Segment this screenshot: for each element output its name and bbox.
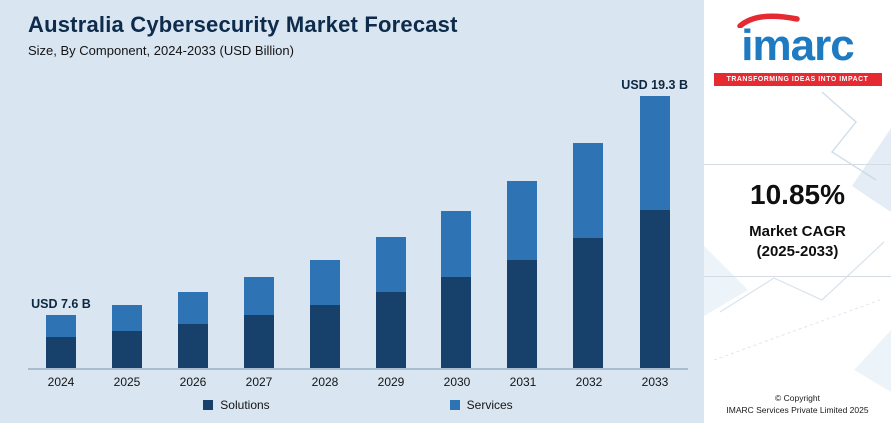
bar-segment-solutions xyxy=(243,315,274,368)
cagr-value: 10.85% xyxy=(750,179,845,210)
panel-divider-bottom xyxy=(704,276,891,277)
imarc-logo: imarc xyxy=(737,13,855,71)
brand-panel-content: imarc TRANSFORMING IDEAS INTO IMPACT 10.… xyxy=(704,12,891,423)
legend-swatch-services xyxy=(449,400,460,410)
x-axis-label: 2029 xyxy=(377,375,405,389)
stacked-bar xyxy=(441,211,472,368)
chart-legend: Solutions Services xyxy=(28,389,688,423)
x-axis-label: 2028 xyxy=(311,375,339,389)
bar-segment-services xyxy=(309,259,340,306)
bar-value-label: USD 7.6 B xyxy=(31,296,91,311)
decorative-chart-graphic xyxy=(704,91,891,392)
x-axis-label: 2030 xyxy=(443,375,471,389)
panel-divider-top xyxy=(704,164,891,165)
bar-segment-services xyxy=(177,292,208,324)
legend-label-solutions: Solutions xyxy=(220,398,270,412)
bar-column xyxy=(226,277,292,368)
x-axis-label: 2032 xyxy=(575,375,603,389)
copyright: © Copyright IMARC Services Private Limit… xyxy=(726,393,868,423)
logo-swoosh-icon xyxy=(737,13,801,28)
bar-segment-solutions xyxy=(177,324,208,368)
imarc-tagline: TRANSFORMING IDEAS INTO IMPACT xyxy=(713,73,882,86)
stacked-bar xyxy=(177,292,208,368)
bar-segment-solutions xyxy=(375,291,406,368)
x-axis-label: 2025 xyxy=(113,375,141,389)
bar-column xyxy=(555,143,621,368)
bar-column xyxy=(489,180,555,368)
stacked-bar xyxy=(45,314,76,368)
chart-subtitle: Size, By Component, 2024-2033 (USD Billi… xyxy=(28,43,294,58)
bar-segment-solutions xyxy=(309,305,340,368)
stacked-bar xyxy=(375,237,406,368)
copyright-company-line: IMARC Services Private Limited 2025 xyxy=(726,405,869,415)
brand-panel: imarc TRANSFORMING IDEAS INTO IMPACT 10.… xyxy=(704,0,891,423)
legend-item-solutions: Solutions xyxy=(203,398,270,412)
bar-segment-solutions xyxy=(639,210,670,368)
bar-column xyxy=(292,259,358,368)
bar-value-label: USD 19.3 B xyxy=(621,78,688,92)
bar-segment-services xyxy=(243,277,274,316)
bar-segment-services xyxy=(45,314,76,338)
bar-segment-services xyxy=(375,237,406,292)
cagr-period: (2025-2033) xyxy=(756,243,839,260)
bar-segment-solutions xyxy=(573,238,604,368)
stacked-bar xyxy=(243,277,274,368)
bar-segment-services xyxy=(111,304,142,331)
bars-row: USD 7.6 B USD 19.3 B xyxy=(28,58,688,368)
bar-column xyxy=(424,211,490,368)
imarc-logo-text: imarc xyxy=(741,21,854,71)
x-axis-label: 2033 xyxy=(641,375,669,389)
x-axis-label: 2031 xyxy=(509,375,537,389)
bar-segment-solutions xyxy=(45,337,76,368)
stacked-bar xyxy=(111,304,142,368)
bar-segment-services xyxy=(573,143,604,239)
legend-item-services: Services xyxy=(449,398,513,412)
stacked-bar xyxy=(573,143,604,368)
x-axis-row: 2024 2025 2026 2027 2028 2029 2030 2031 2032 2033 xyxy=(28,368,688,389)
bar-column xyxy=(94,304,160,368)
x-axis-label: 2024 xyxy=(47,375,75,389)
bar-column xyxy=(160,292,226,368)
legend-swatch-solutions xyxy=(203,400,214,410)
bar-segment-services xyxy=(441,211,472,277)
cagr-label: Market CAGR xyxy=(749,223,846,240)
stacked-bar xyxy=(309,259,340,368)
stacked-bar xyxy=(507,180,538,368)
chart-section: Australia Cybersecurity Market Forecast … xyxy=(28,12,688,423)
bar-segment-services xyxy=(639,96,670,211)
bar-column: USD 19.3 B xyxy=(621,78,688,368)
chart-header: Australia Cybersecurity Market Forecast … xyxy=(28,12,688,58)
x-axis-label: 2026 xyxy=(179,375,207,389)
legend-label-services: Services xyxy=(466,398,513,412)
bar-column: USD 7.6 B xyxy=(28,297,94,368)
bar-segment-solutions xyxy=(507,259,538,368)
bar-segment-solutions xyxy=(111,331,142,368)
stacked-bar xyxy=(639,96,670,368)
bar-column xyxy=(358,237,424,368)
chart-title: Australia Cybersecurity Market Forecast xyxy=(28,12,458,37)
copyright-symbol-line: © Copyright xyxy=(774,393,820,403)
bar-segment-solutions xyxy=(441,276,472,368)
x-axis-label: 2027 xyxy=(245,375,273,389)
bar-segment-services xyxy=(507,180,538,260)
